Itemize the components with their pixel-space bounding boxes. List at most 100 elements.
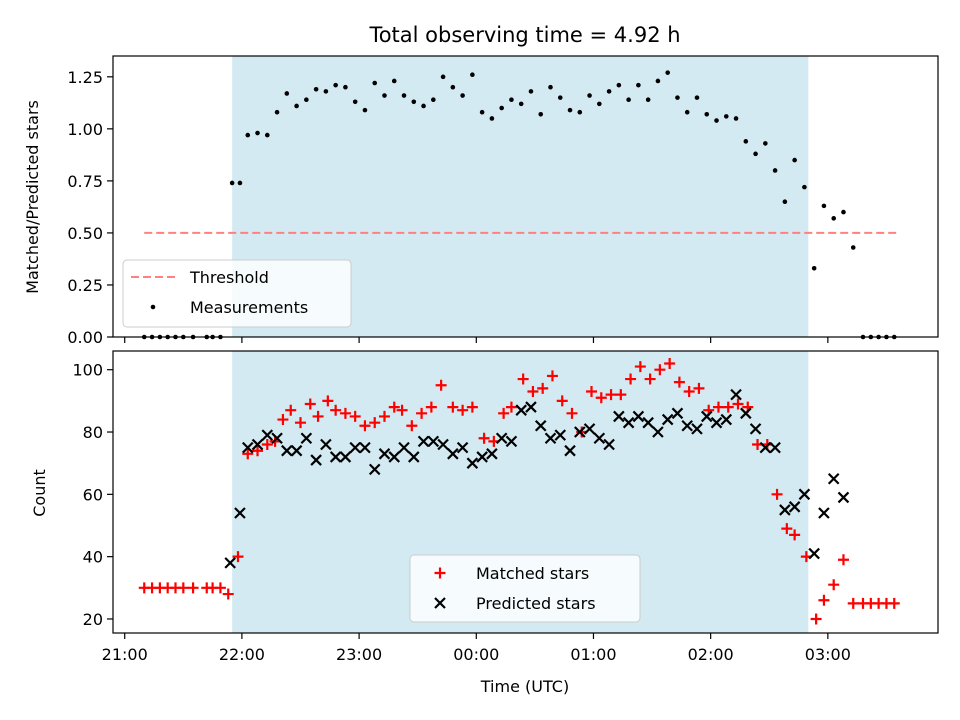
predicted-point — [603, 438, 615, 451]
bottom-y-axis-label: Count — [30, 469, 49, 517]
predicted-point — [691, 423, 703, 435]
measurement-point — [714, 118, 719, 123]
measurement-point — [841, 209, 846, 215]
bottom-axes-frame — [112, 350, 939, 634]
predicted-point — [388, 451, 401, 463]
predicted-point — [574, 426, 586, 438]
predicted-point — [818, 507, 830, 519]
predicted-point — [827, 472, 840, 485]
measurement-point — [382, 93, 387, 98]
matched-point — [722, 401, 734, 413]
measurement-point — [518, 101, 524, 107]
x-axis-label: Time (UTC) — [480, 677, 569, 696]
measurement-point — [802, 184, 807, 190]
measurement-point — [372, 80, 378, 86]
predicted-point — [417, 435, 430, 448]
matched-point — [261, 438, 273, 450]
top-y-tick-label: 0.00 — [67, 328, 103, 347]
predicted-point — [525, 401, 537, 413]
top-y-tick-label: 1.00 — [67, 120, 103, 139]
predicted-point — [837, 491, 850, 504]
predicted-point — [447, 448, 459, 460]
predicted-point — [740, 407, 752, 420]
measurement-point — [333, 82, 338, 88]
measurement-point — [362, 107, 368, 113]
matched-point — [818, 594, 830, 606]
measurement-point — [821, 203, 827, 209]
matched-point — [546, 370, 558, 382]
matched-point — [232, 551, 244, 563]
matched-point — [312, 410, 324, 422]
measurement-point — [391, 78, 397, 84]
predicted-point — [583, 423, 596, 435]
matched-point — [369, 417, 381, 429]
matched-point — [527, 386, 539, 398]
top-y-tick-label: 0.50 — [67, 224, 103, 243]
measurement-point — [284, 91, 290, 96]
predicted-point — [241, 441, 254, 454]
bottom-y-tick-label: 80 — [83, 423, 103, 442]
top-y-axis-label: Matched/Predicted stars — [23, 100, 42, 294]
matched-point — [359, 420, 371, 432]
predicted-point — [300, 432, 313, 445]
predicted-point — [554, 429, 567, 441]
measurement-point — [616, 82, 622, 88]
predicted-point — [788, 501, 801, 513]
predicted-point — [261, 429, 274, 441]
matched-point — [304, 398, 316, 410]
measurement-point — [343, 84, 348, 90]
x-tick-label: 21:00 — [102, 645, 148, 664]
matched-point — [330, 404, 342, 416]
measurement-point — [850, 245, 856, 250]
predicted-point — [495, 432, 508, 445]
matched-point — [285, 404, 297, 416]
measurement-point — [557, 95, 563, 100]
matched-point — [388, 401, 400, 413]
predicted-point — [398, 441, 410, 454]
matched-point — [537, 382, 549, 394]
predicted-point — [544, 432, 557, 445]
predicted-point — [759, 441, 772, 454]
measurement-point — [489, 116, 495, 121]
matched-point — [425, 401, 437, 413]
measurement-point — [606, 89, 612, 94]
matched-point — [517, 373, 529, 385]
measurement-point — [401, 93, 407, 98]
matched-point — [435, 379, 447, 391]
top-y-tick-label: 0.25 — [67, 276, 103, 295]
measurement-point — [723, 114, 729, 119]
predicted-point — [329, 451, 342, 463]
measurement-point — [753, 151, 758, 157]
measurement-point — [264, 132, 270, 138]
measurement-point — [245, 132, 251, 138]
measurement-point — [811, 266, 817, 271]
predicted-point — [534, 420, 547, 432]
matched-point — [595, 392, 607, 404]
predicted-point — [476, 451, 488, 463]
measurement-point — [567, 107, 573, 113]
matched-point — [556, 395, 568, 407]
measurement-point — [421, 103, 426, 109]
matched-point — [634, 361, 646, 373]
matched-point — [252, 445, 264, 457]
matched-point — [447, 401, 459, 413]
measurement-point — [684, 109, 690, 115]
predicted-point — [798, 488, 811, 501]
legend-matched-label: Matched stars — [476, 564, 589, 583]
predicted-point — [427, 435, 440, 448]
predicted-point — [681, 420, 693, 432]
predicted-point — [700, 410, 713, 423]
measurement-point — [675, 95, 680, 100]
matched-point — [277, 414, 289, 426]
matched-point — [654, 364, 666, 376]
matched-point — [322, 395, 334, 407]
matched-point — [771, 488, 783, 500]
measurement-point — [479, 109, 485, 115]
x-tick-label: 22:00 — [219, 645, 265, 664]
legend-predicted-swatch — [434, 597, 446, 609]
matched-point — [349, 410, 361, 422]
measurement-point — [792, 157, 797, 163]
measurement-point — [509, 97, 514, 103]
matched-point — [498, 407, 510, 419]
